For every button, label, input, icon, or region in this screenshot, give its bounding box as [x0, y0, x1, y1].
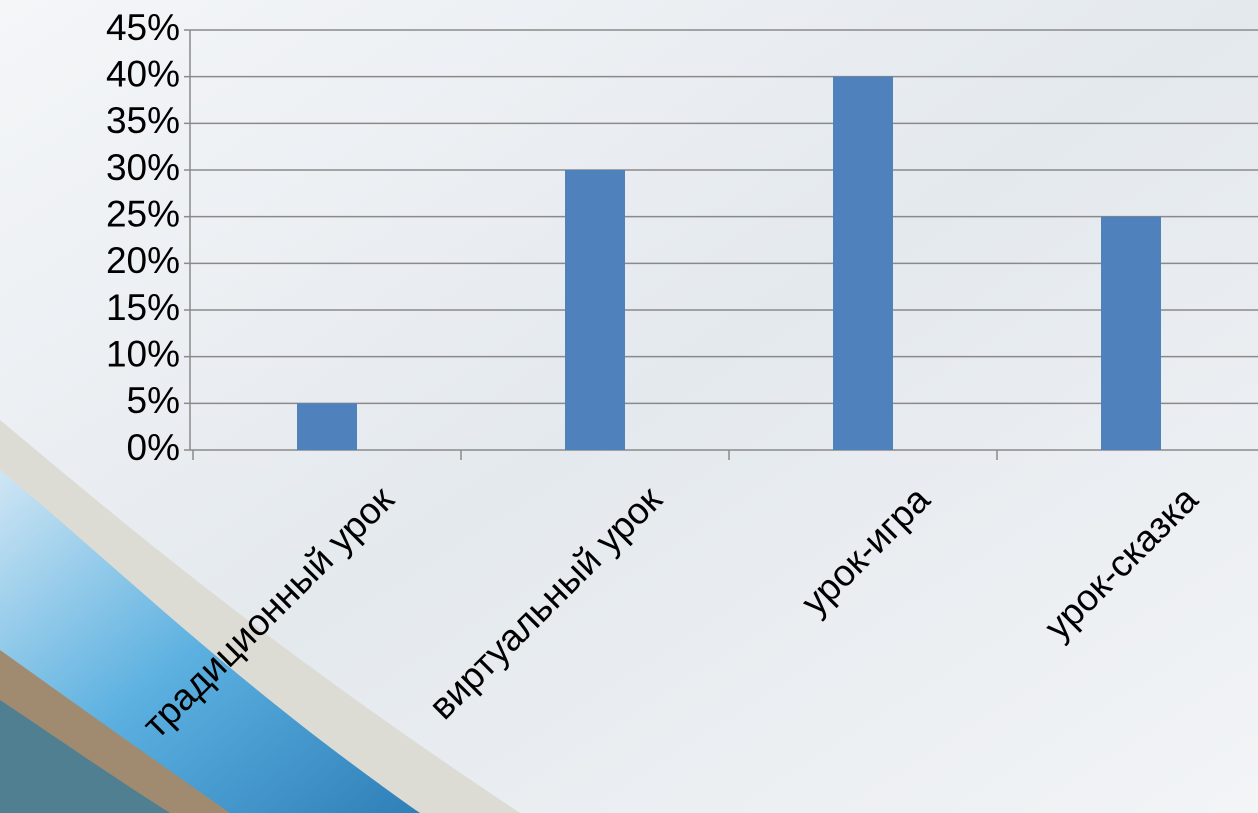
- decor-swoosh: [0, 700, 170, 813]
- y-tick-label: 45%: [106, 7, 180, 48]
- y-tick-label: 10%: [106, 333, 180, 374]
- bar: [565, 170, 625, 450]
- y-tick-label: 35%: [106, 100, 180, 141]
- bar: [833, 76, 893, 451]
- y-tick-label: 15%: [106, 287, 180, 328]
- y-tick-label: 20%: [106, 240, 180, 281]
- y-tick-label: 40%: [106, 53, 180, 94]
- y-tick-label: 30%: [106, 147, 180, 188]
- bar: [297, 403, 357, 450]
- y-tick-label: 25%: [106, 193, 180, 234]
- y-tick-label: 5%: [127, 380, 180, 421]
- y-tick-label: 0%: [127, 427, 180, 468]
- bar: [1101, 216, 1161, 450]
